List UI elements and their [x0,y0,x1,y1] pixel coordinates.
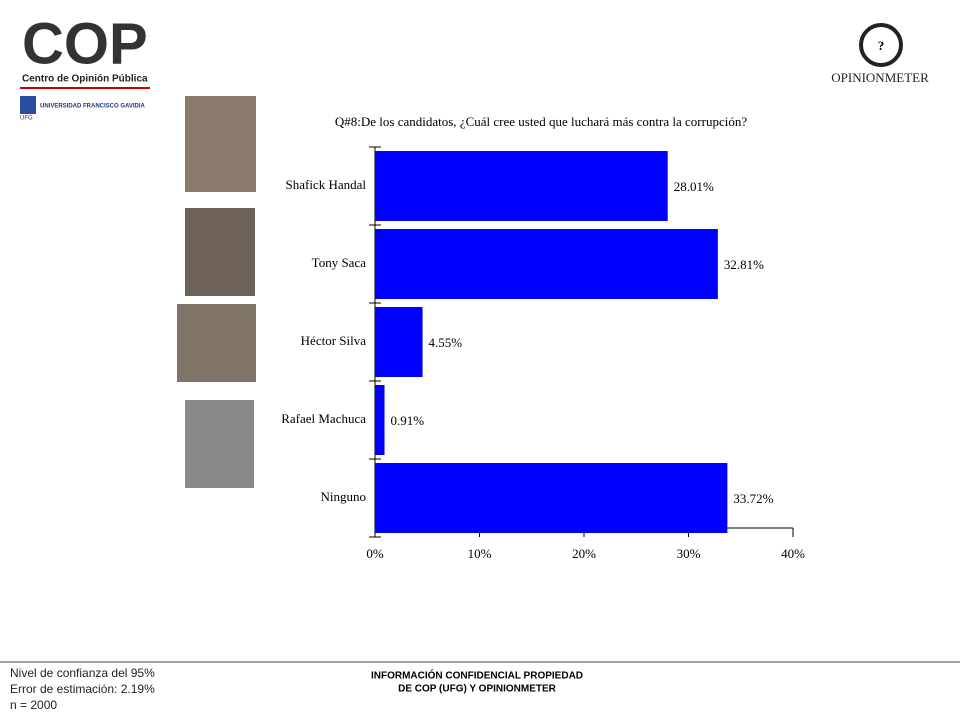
ufg-name: UNIVERSIDAD FRANCISCO GAVIDIA [40,104,146,110]
chart-title: Q#8:De los candidatos, ¿Cuál cree usted … [335,114,747,129]
footer-confidential: DE COP (UFG) Y OPINIONMETER [398,684,557,695]
x-tick-label: 30% [677,546,701,561]
footer-stat: Error de estimación: 2.19% [10,682,155,696]
y-tick-label: Ninguno [321,489,367,504]
y-tick-label: Shafick Handal [285,177,366,192]
y-tick-label: Tony Saca [312,255,367,270]
value-label: 32.81% [724,257,764,272]
y-tick-label: Rafael Machuca [281,411,366,426]
y-tick-label: Héctor Silva [301,333,367,348]
opinionmeter-icon [859,23,903,67]
photo [185,96,256,192]
photo [185,208,255,296]
x-tick-label: 20% [572,546,596,561]
bar [375,385,385,455]
ufg-short: UFG [20,116,33,122]
value-label: 0.91% [391,413,425,428]
logo-cop: COP [22,11,148,76]
logo-caption: Centro de Opinión Pública [22,74,148,85]
footer-stat: Nivel de confianza del 95% [10,666,155,680]
x-tick-label: 40% [781,546,805,561]
bar [375,229,718,299]
opinionmeter-icon-mark: ? [878,38,885,53]
photo [177,304,256,382]
footer-confidential: INFORMACIÓN CONFIDENCIAL PROPIEDAD [371,669,583,682]
opinionmeter-name: OPINIONMETER [831,70,929,85]
x-tick-label: 10% [468,546,492,561]
value-label: 4.55% [429,335,463,350]
photo [185,400,254,488]
footer-stat: n = 2000 [10,698,57,712]
value-label: 28.01% [674,179,714,194]
bar [375,463,728,533]
bar [375,307,423,377]
value-label: 33.72% [733,491,773,506]
bar [375,151,668,221]
x-tick-label: 0% [366,546,384,561]
ufg-emblem [20,96,36,114]
